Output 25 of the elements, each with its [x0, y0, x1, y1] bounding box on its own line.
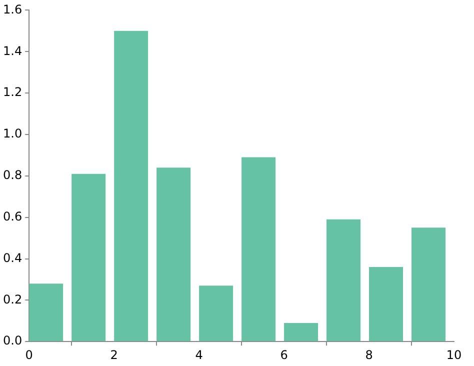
bar [114, 30, 148, 342]
x-tick-label: 4 [195, 348, 203, 362]
bar [369, 267, 404, 342]
bar [156, 168, 191, 342]
y-tick-label: 0.4 [2, 250, 22, 265]
bar [29, 284, 64, 342]
bar [326, 219, 361, 342]
y-tick-label: 1.4 [2, 44, 22, 58]
y-tick-label: 1.6 [2, 2, 22, 16]
bar [199, 286, 234, 342]
x-tick-label: 6 [280, 348, 288, 362]
bar [242, 157, 276, 342]
x-tick-label: 0 [25, 348, 33, 362]
y-tick-label: 0.2 [2, 292, 22, 306]
bar [72, 174, 106, 342]
x-tick-label: 10 [446, 348, 462, 362]
bar [284, 322, 318, 342]
y-tick-label: 1.2 [2, 85, 22, 100]
x-tick-label: 2 [110, 348, 118, 362]
y-tick-label: 1.0 [2, 126, 22, 141]
y-tick-label: 0.6 [2, 209, 22, 224]
y-tick-label: 0.8 [2, 168, 22, 182]
bar [412, 228, 446, 342]
x-tick-label: 8 [365, 348, 373, 362]
y-tick-label: 0.0 [2, 334, 22, 348]
